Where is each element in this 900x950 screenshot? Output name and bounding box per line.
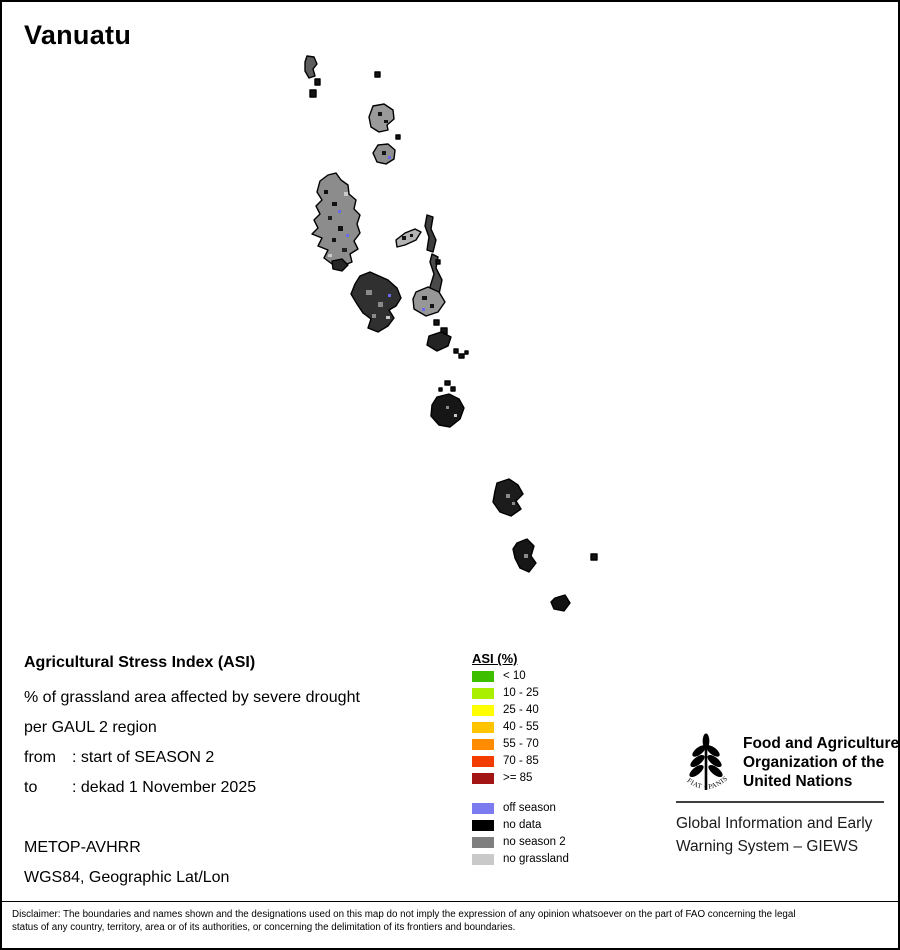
to-label: to — [24, 779, 38, 796]
legend-item: >= 85 — [472, 772, 539, 784]
period-to: to : dekad 1 November 2025 — [24, 779, 256, 797]
legend-label: 10 - 25 — [503, 687, 539, 699]
legend-item: no season 2 — [472, 836, 569, 848]
legend-swatch — [472, 837, 494, 848]
legend-label: no grassland — [503, 853, 569, 865]
legend-item: 10 - 25 — [472, 687, 539, 699]
disclaimer-text: Disclaimer: The boundaries and names sho… — [12, 909, 796, 933]
legend-item: 70 - 85 — [472, 755, 539, 767]
legend-label: 40 - 55 — [503, 721, 539, 733]
legend-label: off season — [503, 802, 556, 814]
from-value: : start of SEASON 2 — [72, 749, 215, 766]
legend-swatch — [472, 820, 494, 831]
legend-swatch — [472, 773, 494, 784]
asi-heading: Agricultural Stress Index (ASI) — [24, 654, 256, 671]
legend-label: >= 85 — [503, 772, 533, 784]
island-malakula — [350, 271, 402, 333]
projection-info: WGS84, Geographic Lat/Lon — [24, 869, 230, 886]
island-santo — [311, 172, 361, 267]
from-label: from — [24, 749, 56, 766]
legend-item: no grassland — [472, 853, 569, 865]
legend-item: 40 - 55 — [472, 721, 539, 733]
fao-logo-icon: FIAT · PANIS — [685, 733, 729, 791]
legend-label: no data — [503, 819, 542, 831]
islets-central — [433, 259, 469, 392]
island-ambrym — [412, 286, 446, 317]
fao-divider — [676, 801, 884, 803]
legend-label: 25 - 40 — [503, 704, 539, 716]
to-value: : dekad 1 November 2025 — [72, 779, 257, 796]
legend-label: < 10 — [503, 670, 526, 682]
legend-special-classes: off season no data no season 2 no grassl… — [472, 802, 569, 871]
islets-north — [309, 71, 401, 140]
legend-item: < 10 — [472, 670, 539, 682]
legend-swatch — [472, 671, 494, 682]
legend-swatch — [472, 854, 494, 865]
legend-title: ASI (%) — [472, 651, 518, 666]
island-torres — [304, 55, 318, 79]
period-from: from : start of SEASON 2 — [24, 749, 214, 767]
island-ambae — [395, 228, 422, 248]
island-maewo — [424, 214, 437, 253]
disclaimer-divider — [2, 901, 898, 902]
giews-label: Global Information and Early Warning Sys… — [676, 815, 873, 855]
legend-swatch — [472, 705, 494, 716]
legend-item: 25 - 40 — [472, 704, 539, 716]
island-vanua-lava — [368, 103, 395, 133]
sensor-name: METOP-AVHRR — [24, 839, 141, 856]
legend-item: off season — [472, 802, 569, 814]
legend-item: 55 - 70 — [472, 738, 539, 750]
legend-swatch — [472, 803, 494, 814]
legend-swatch — [472, 739, 494, 750]
fao-org-name: Food and Agriculture Organization of the… — [743, 735, 900, 790]
legend-label: 55 - 70 — [503, 738, 539, 750]
legend-swatch — [472, 688, 494, 699]
legend-asi-classes: < 10 10 - 25 25 - 40 40 - 55 55 - 70 70 … — [472, 670, 539, 790]
island-aneityum — [550, 594, 571, 612]
island-epi — [426, 331, 452, 352]
legend-label: 70 - 85 — [503, 755, 539, 767]
legend-swatch — [472, 756, 494, 767]
island-malo — [331, 258, 349, 272]
legend-item: no data — [472, 819, 569, 831]
islet-futuna — [590, 553, 598, 561]
asi-subtitle-1: % of grassland area affected by severe d… — [24, 689, 360, 706]
asi-subtitle-2: per GAUL 2 region — [24, 719, 157, 736]
page-title: Vanuatu — [24, 20, 132, 50]
island-efate — [430, 393, 465, 428]
legend-swatch — [472, 722, 494, 733]
island-speckles — [324, 112, 528, 558]
legend-label: no season 2 — [503, 836, 566, 848]
